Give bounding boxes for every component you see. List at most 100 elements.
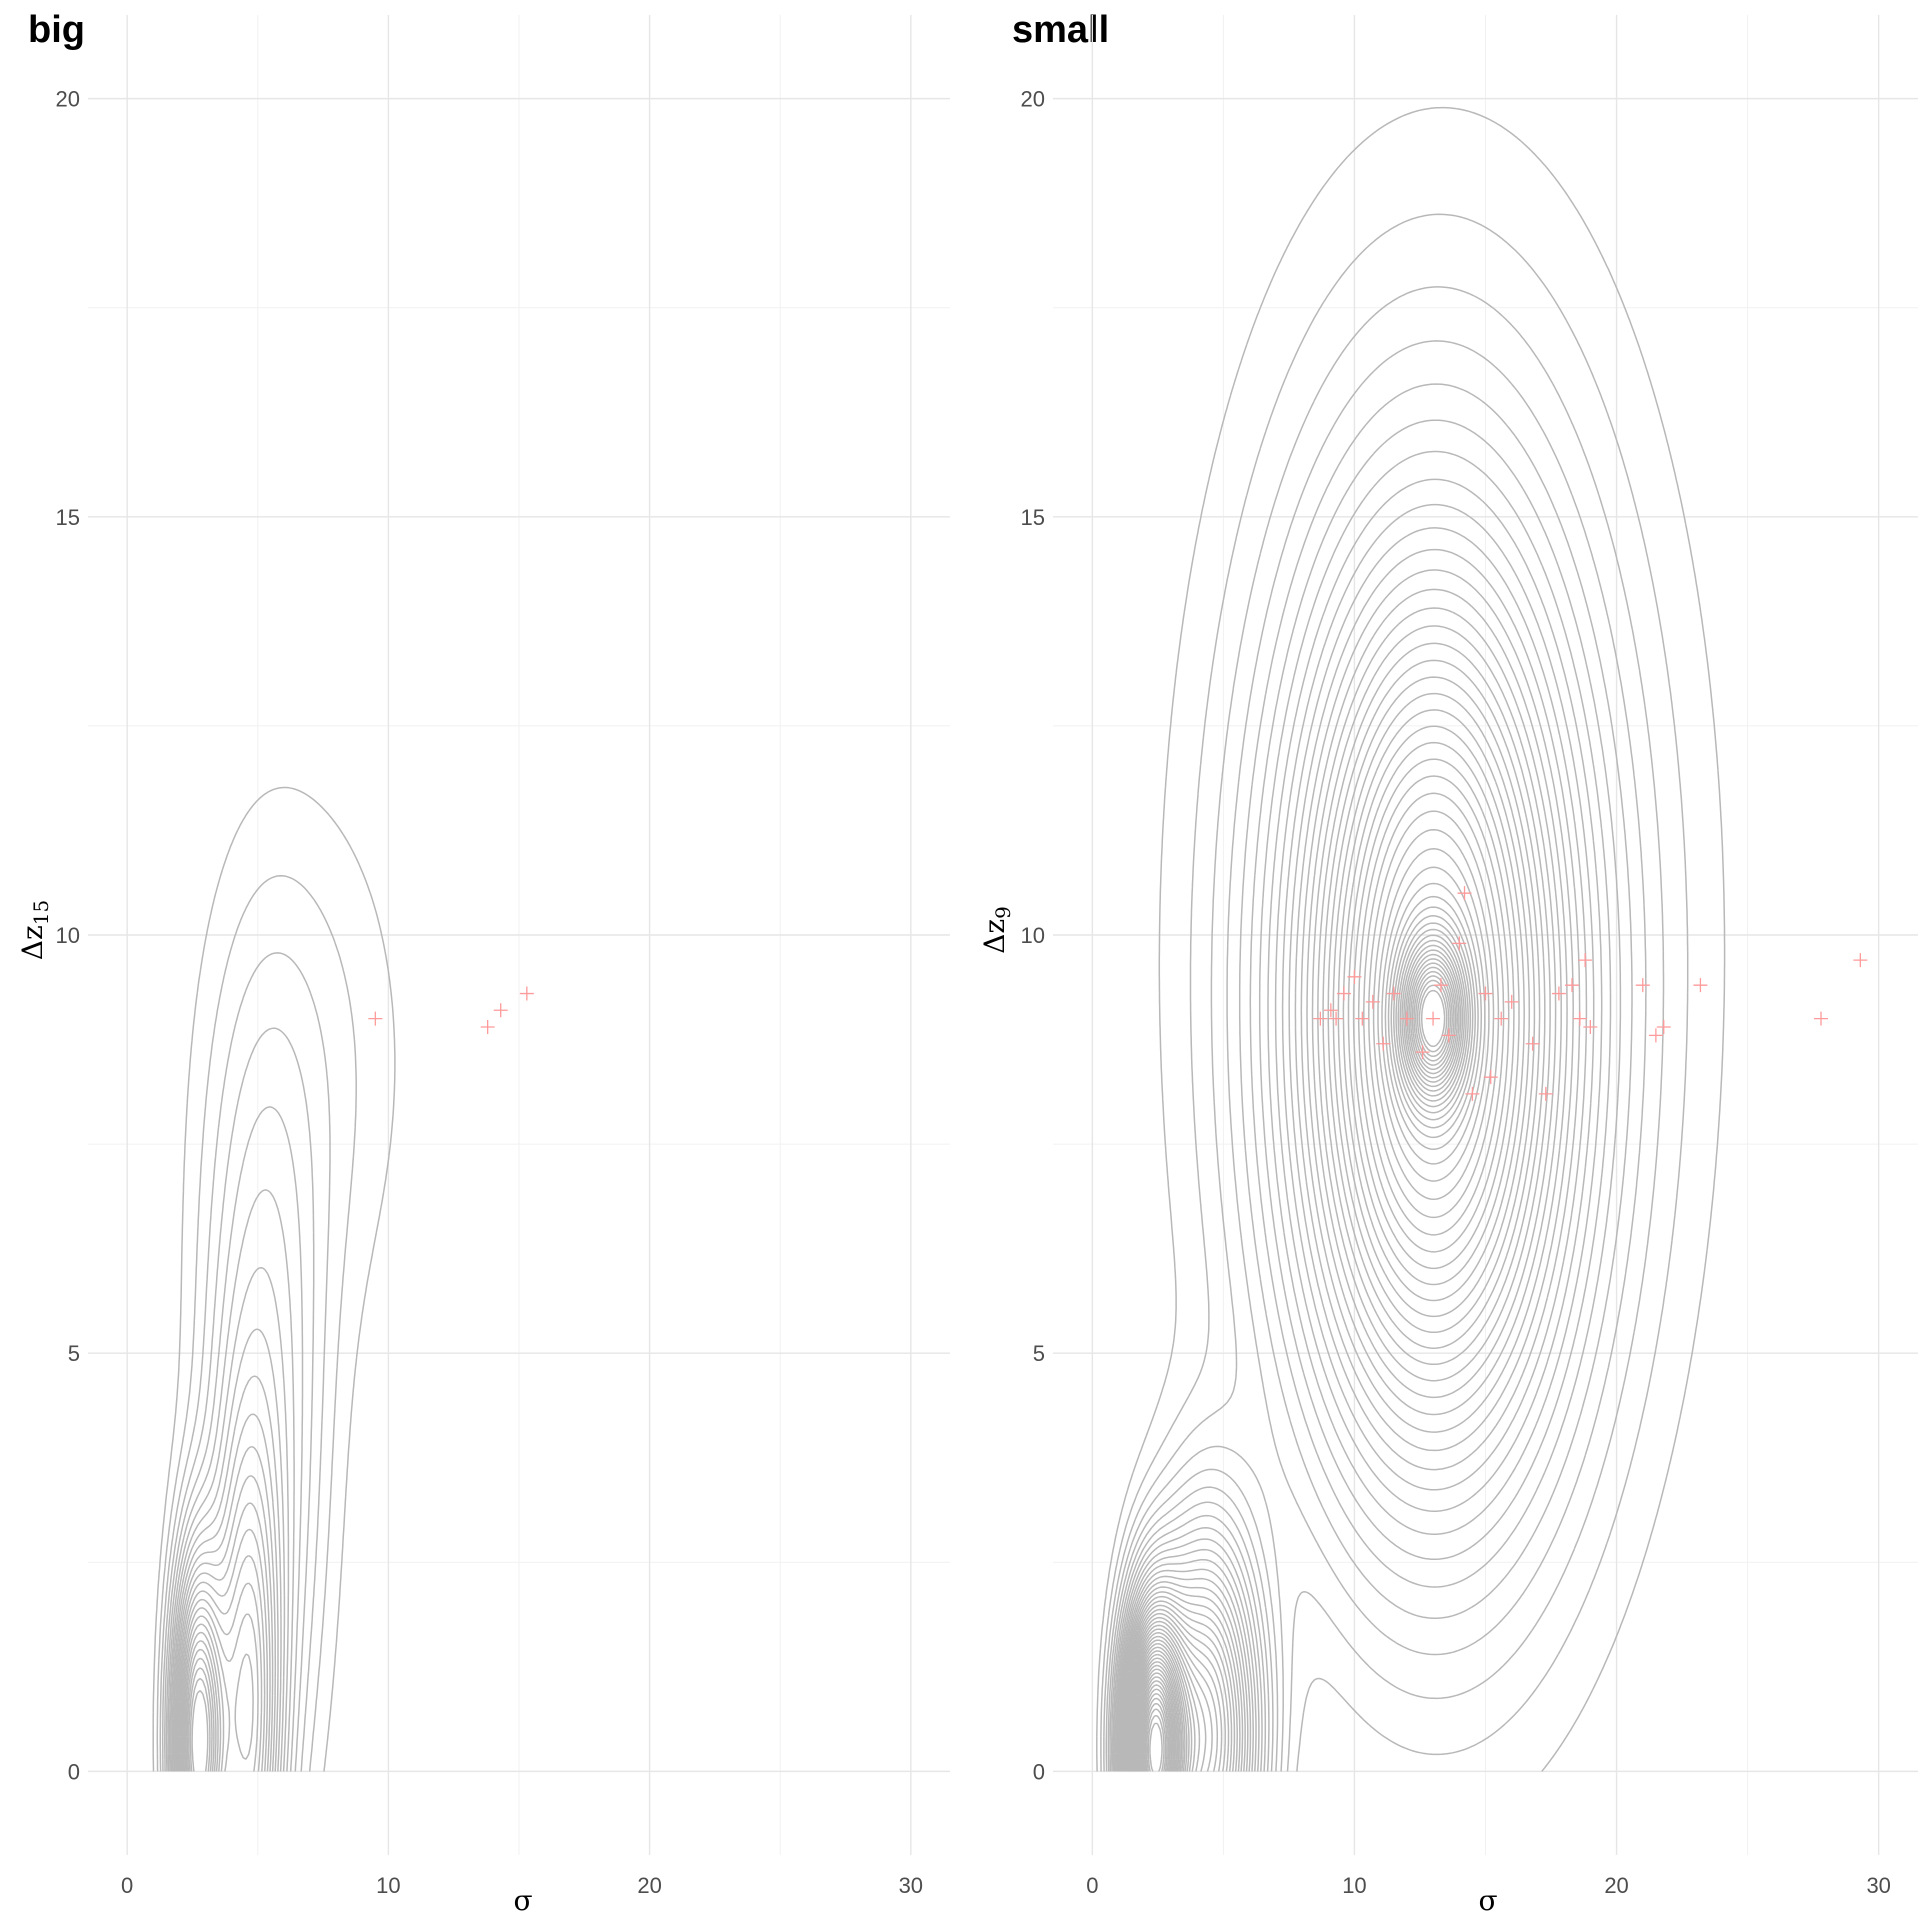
contour-line — [175, 1502, 271, 1772]
outlier-point — [1551, 986, 1566, 1001]
contour-line — [179, 1607, 259, 1772]
contour-line — [1122, 676, 1541, 1772]
contour-line — [1135, 922, 1472, 1772]
x-tick-label: 30 — [1866, 1873, 1890, 1898]
contour-line — [1117, 569, 1574, 1772]
contour-line — [1110, 450, 1612, 1772]
outlier-point — [1478, 986, 1493, 1001]
outlier-point — [1525, 1036, 1540, 1051]
contour-line — [1112, 478, 1603, 1772]
outlier-point — [493, 1003, 508, 1018]
contour-line — [178, 1582, 263, 1772]
outlier-point — [1323, 1003, 1338, 1018]
contour-line — [1132, 895, 1479, 1772]
y-tick-label: 20 — [56, 87, 80, 112]
contour-line — [1105, 340, 1647, 1772]
contour-line — [1120, 625, 1557, 1772]
contour-line — [1143, 970, 1453, 1772]
outlier-point — [1538, 1086, 1553, 1101]
contour-line — [1134, 914, 1474, 1772]
outlier-point — [1583, 1020, 1598, 1034]
outlier-point — [1347, 969, 1362, 984]
contour-line — [1126, 758, 1515, 1772]
x-tick-label: 10 — [1342, 1873, 1366, 1898]
panel-title: small — [1012, 9, 1109, 51]
outlier-point — [1415, 1045, 1430, 1060]
contour-line — [184, 1640, 219, 1772]
y-tick-label: 5 — [1033, 1341, 1045, 1366]
y-tick-label: 10 — [1021, 923, 1045, 948]
outlier-points — [1313, 886, 1868, 1101]
panel-title: big — [28, 9, 85, 51]
outlier-point — [1336, 986, 1351, 1001]
y-tick-label: 10 — [56, 923, 80, 948]
grid — [88, 15, 950, 1855]
outlier-point — [1578, 953, 1593, 968]
outlier-point — [1457, 886, 1472, 901]
outlier-point — [1399, 1011, 1414, 1026]
outlier-points — [368, 986, 534, 1034]
outlier-point — [1465, 1086, 1480, 1101]
contour-line — [1100, 213, 1689, 1772]
y-tick-label: 0 — [68, 1759, 80, 1784]
outlier-point — [1494, 1011, 1509, 1026]
contour-line — [1128, 792, 1505, 1772]
outlier-point — [1313, 1011, 1328, 1026]
outlier-point — [368, 1011, 383, 1026]
y-tick-label: 20 — [1021, 87, 1045, 112]
y-axis-label-base: Δz — [978, 919, 1011, 954]
contour-line — [177, 1554, 266, 1772]
x-axis-label: σ — [1478, 1884, 1497, 1917]
panel-small: small 0 10 20 30 0 5 10 15 20 σ Δz9 — [978, 9, 1918, 1917]
y-axis-label-subscript: 15 — [29, 900, 53, 925]
contour-line — [183, 1631, 222, 1772]
x-tick-label: 10 — [376, 1873, 400, 1898]
outlier-point — [1648, 1028, 1663, 1043]
outlier-point — [1386, 986, 1401, 1001]
contour-line — [191, 1689, 209, 1772]
contour-line — [1133, 906, 1476, 1772]
contour-line — [1138, 944, 1464, 1772]
contour-line — [176, 1528, 269, 1772]
contour-line — [1107, 383, 1633, 1772]
contour-line — [1113, 503, 1595, 1772]
contour-line — [170, 1375, 282, 1772]
contour-line — [172, 1445, 277, 1772]
outlier-point — [1565, 978, 1579, 993]
y-tick-label: 15 — [1021, 505, 1045, 530]
contour-line — [1116, 548, 1581, 1772]
density-contours — [1096, 106, 1726, 1772]
outlier-point — [1814, 1011, 1829, 1026]
x-tick-label: 0 — [1086, 1873, 1098, 1898]
contour-line — [159, 952, 331, 1772]
outlier-point — [1433, 978, 1448, 993]
x-tick-label: 0 — [121, 1873, 133, 1898]
x-tick-label: 30 — [899, 1873, 923, 1898]
outlier-point — [1483, 1070, 1498, 1085]
contour-line — [1146, 979, 1450, 1772]
contour-line — [168, 1328, 286, 1772]
outlier-point — [1376, 1036, 1391, 1051]
contour-line — [1103, 286, 1665, 1772]
contour-line — [185, 1648, 217, 1772]
contour-line — [1125, 725, 1525, 1772]
contour-line — [167, 1266, 290, 1772]
contour-line — [188, 1667, 213, 1772]
tick-labels: 0 10 20 30 0 5 10 15 20 — [1021, 87, 1891, 1898]
outlier-point — [1504, 994, 1519, 1009]
contour-line — [161, 1027, 315, 1772]
contour-line — [1130, 848, 1490, 1772]
y-axis-label-subscript: 9 — [991, 906, 1015, 919]
y-axis-label: Δz15 — [16, 900, 53, 960]
y-tick-label: 15 — [56, 505, 80, 530]
contour-line — [186, 1657, 215, 1772]
contour-line — [1136, 934, 1467, 1772]
contour-line — [156, 875, 357, 1772]
outlier-point — [1426, 1011, 1441, 1026]
contour-line — [1142, 966, 1455, 1772]
x-axis-label: σ — [513, 1884, 532, 1917]
outlier-point — [1635, 978, 1650, 993]
contour-line — [1109, 419, 1622, 1772]
